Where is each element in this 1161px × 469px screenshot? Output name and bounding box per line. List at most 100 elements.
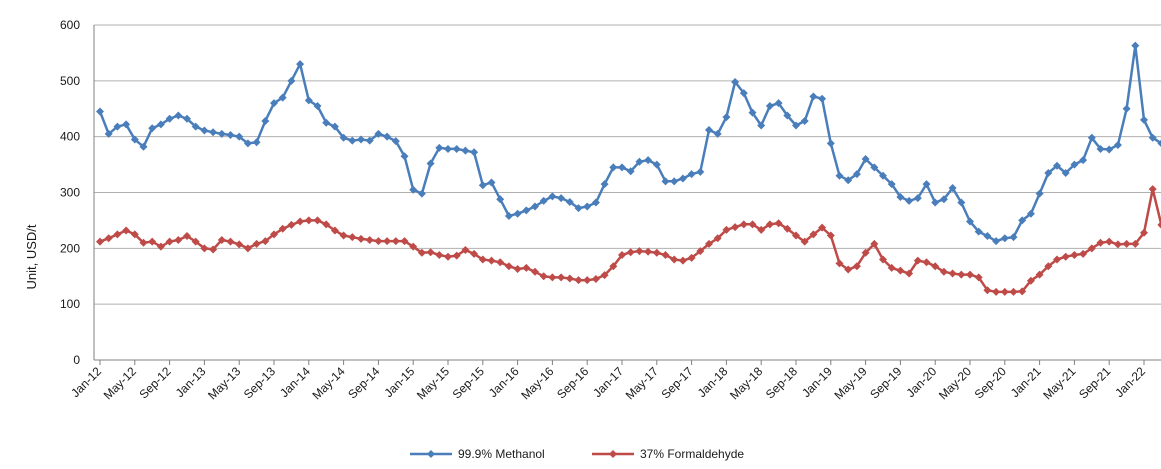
data-point bbox=[939, 267, 948, 276]
data-point bbox=[357, 135, 365, 144]
data-point bbox=[148, 237, 157, 246]
data-point bbox=[504, 262, 513, 271]
x-tick-label: Sep-13 bbox=[241, 364, 278, 401]
data-point bbox=[774, 99, 783, 108]
data-point bbox=[391, 137, 400, 146]
data-point bbox=[713, 129, 722, 138]
data-point bbox=[174, 111, 183, 120]
data-point bbox=[1044, 168, 1053, 177]
data-point bbox=[913, 256, 922, 265]
data-point bbox=[470, 249, 479, 258]
data-point bbox=[252, 138, 261, 147]
data-point bbox=[1009, 233, 1018, 242]
data-point bbox=[765, 101, 774, 110]
data-point bbox=[183, 232, 191, 241]
x-tick-label: Sep-20 bbox=[972, 364, 1009, 401]
data-point bbox=[913, 194, 922, 203]
data-point bbox=[1044, 262, 1053, 271]
data-point bbox=[557, 194, 566, 203]
legend-item: 99.9% Methanol bbox=[410, 447, 545, 461]
data-point bbox=[122, 120, 131, 129]
data-point bbox=[1061, 252, 1070, 261]
data-point bbox=[365, 235, 374, 244]
data-point bbox=[357, 234, 365, 243]
data-point bbox=[870, 239, 879, 248]
data-point bbox=[809, 230, 818, 239]
x-tick-label: Sep-17 bbox=[658, 364, 695, 401]
x-tick-label: Sep-14 bbox=[345, 364, 382, 401]
data-point bbox=[287, 76, 296, 85]
data-point bbox=[618, 251, 626, 260]
data-point bbox=[1053, 255, 1061, 264]
data-point bbox=[139, 238, 148, 247]
series-methanol bbox=[96, 41, 1161, 246]
x-tick-label: Jan-19 bbox=[799, 364, 835, 400]
data-point bbox=[1026, 209, 1035, 218]
x-tick-label: May-13 bbox=[205, 364, 243, 402]
data-point bbox=[531, 267, 539, 276]
data-point bbox=[852, 262, 861, 271]
data-point bbox=[226, 130, 235, 139]
data-point bbox=[861, 248, 870, 257]
data-point bbox=[383, 237, 392, 246]
data-point bbox=[896, 192, 905, 201]
y-tick-label: 200 bbox=[60, 241, 80, 255]
data-point bbox=[156, 242, 165, 251]
data-point bbox=[383, 132, 392, 141]
data-point bbox=[270, 230, 278, 239]
x-tick-label: Jan-15 bbox=[381, 364, 417, 400]
data-point bbox=[1148, 185, 1157, 194]
data-point bbox=[1079, 249, 1088, 258]
data-point bbox=[983, 286, 992, 295]
data-point bbox=[809, 92, 818, 101]
data-point bbox=[409, 242, 418, 251]
x-tick-label: May-12 bbox=[101, 364, 139, 402]
data-point bbox=[992, 287, 1001, 296]
data-point bbox=[191, 122, 200, 131]
data-point bbox=[591, 198, 600, 207]
data-point bbox=[304, 96, 313, 105]
data-point bbox=[609, 163, 618, 172]
data-point bbox=[1105, 145, 1114, 154]
data-point bbox=[748, 108, 757, 117]
data-point bbox=[626, 248, 635, 257]
data-point bbox=[661, 251, 670, 260]
data-point bbox=[844, 176, 853, 185]
data-point bbox=[705, 125, 713, 134]
data-point bbox=[548, 273, 557, 282]
data-point bbox=[731, 223, 740, 232]
y-tick-label: 600 bbox=[60, 18, 80, 32]
data-point bbox=[235, 240, 244, 249]
data-point bbox=[870, 163, 879, 172]
series-formaldehyde bbox=[96, 185, 1161, 296]
data-point bbox=[513, 264, 522, 273]
data-point bbox=[339, 133, 348, 142]
data-point bbox=[852, 170, 861, 179]
data-point bbox=[957, 270, 966, 279]
data-point bbox=[713, 234, 722, 243]
data-point bbox=[104, 234, 113, 243]
data-point bbox=[174, 235, 183, 244]
data-point bbox=[905, 269, 914, 278]
data-point bbox=[696, 167, 705, 176]
data-point bbox=[122, 226, 131, 235]
legend-label: 99.9% Methanol bbox=[458, 447, 545, 461]
data-point bbox=[322, 220, 331, 229]
data-point bbox=[600, 271, 609, 280]
data-point bbox=[1009, 287, 1018, 296]
data-point bbox=[974, 227, 983, 236]
data-point bbox=[879, 255, 887, 264]
data-point bbox=[687, 253, 696, 262]
data-point bbox=[948, 184, 957, 193]
x-tick-label: Jan-14 bbox=[277, 364, 313, 400]
data-point bbox=[783, 111, 792, 120]
data-point bbox=[765, 220, 774, 229]
y-axis-title: Unit, USD/t bbox=[24, 224, 39, 289]
y-tick-label: 500 bbox=[60, 74, 80, 88]
data-point bbox=[557, 273, 566, 282]
data-point bbox=[400, 237, 409, 246]
data-point bbox=[130, 230, 139, 239]
data-point bbox=[217, 129, 226, 138]
